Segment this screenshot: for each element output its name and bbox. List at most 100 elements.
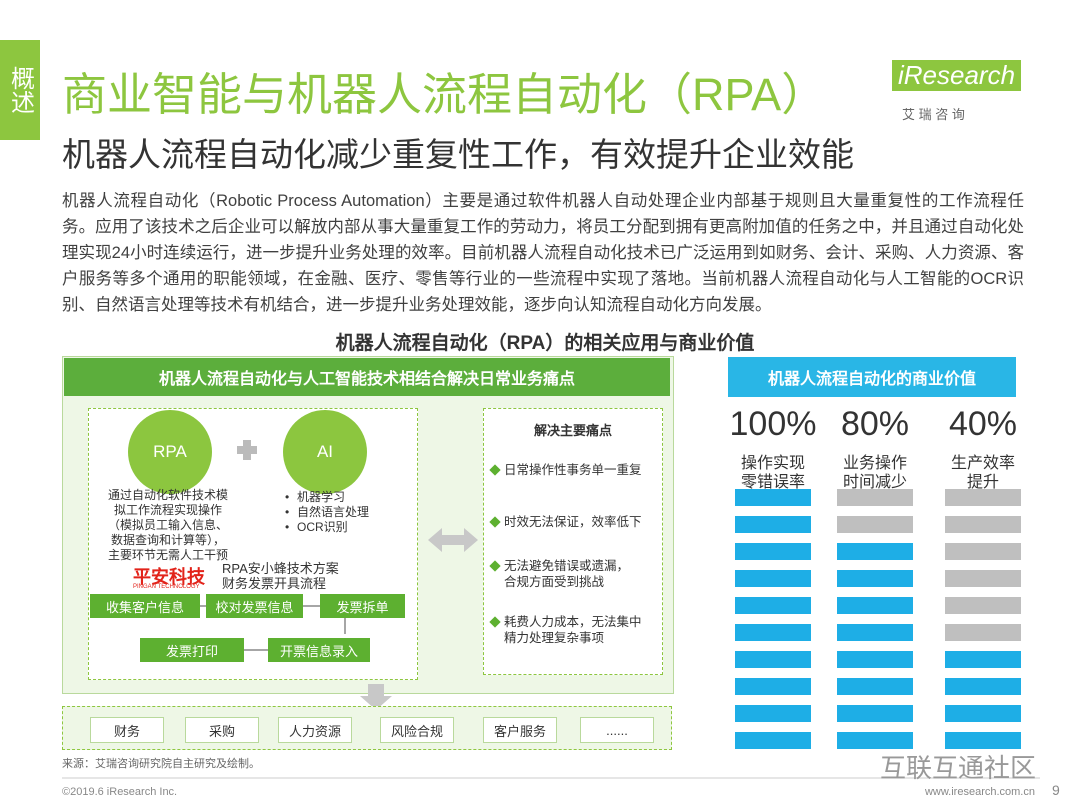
pain-line: 合规方面受到挑战: [504, 575, 605, 589]
value-segment: [837, 543, 913, 560]
flow-title-line: RPA安小蜂技术方案: [222, 561, 339, 576]
ai-circle: AI: [283, 410, 367, 494]
domain: ......: [580, 717, 654, 743]
left-header: 机器人流程自动化与人工智能技术相结合解决日常业务痛点: [64, 358, 670, 396]
company-name: 平安科技: [133, 567, 205, 587]
website: www.iresearch.com.cn: [924, 786, 1035, 798]
title: 商业智能与机器人流程自动化（RPA）: [62, 69, 827, 120]
subtitle: 机器人流程自动化减少重复性工作，有效提升企业效能: [62, 136, 854, 173]
ai-list: • 机器学习 • 自然语言处理 • OCR识别: [283, 490, 369, 535]
value-caption: 提升: [966, 474, 999, 491]
value-segment: [837, 732, 913, 749]
value-segment: [735, 705, 811, 722]
bullet: •: [285, 505, 290, 519]
rpa-description: 通过自动化软件技术模 拟工作流程实现操作 （模拟员工输入信息、 数据查询和计算等），主…: [98, 488, 238, 563]
value-segment: [735, 516, 811, 533]
pain-item: 耗费人力成本，无法集中 精力处理复杂事项: [489, 614, 676, 646]
value-caption: 操作实现: [740, 455, 805, 472]
pain-line: 时效无法保证，效率低下: [504, 515, 642, 529]
value-segment: [945, 516, 1021, 533]
pain-item: 无法避免错误或遗漏， 合规方面受到挑战: [489, 558, 676, 590]
pain-line: 日常操作性事务单一重复: [504, 463, 642, 477]
pain-title: 解决主要痛点: [533, 423, 612, 438]
domain: 风险合规: [380, 717, 454, 743]
value-label: 80%: [840, 405, 910, 443]
value-segment: [837, 705, 913, 722]
rpa-line: 通过自动化软件技术模: [107, 488, 228, 502]
domain: 采购: [185, 717, 259, 743]
diamond: [489, 516, 501, 528]
value-label: 40%: [948, 405, 1018, 443]
value-segment: [945, 732, 1021, 749]
side-tab: 概述: [0, 40, 40, 140]
value-segment: [735, 489, 811, 506]
logo-brand: iResearch: [892, 60, 1022, 91]
value-segment: [945, 651, 1021, 668]
value-segment: [837, 489, 913, 506]
double-arrow: [428, 528, 478, 552]
flow-step: 发票打印: [140, 638, 244, 662]
value-segment: [837, 624, 913, 641]
pain-line: 耗费人力成本，无法集中: [504, 615, 642, 629]
pain-item: 日常操作性事务单一重复: [489, 462, 676, 478]
plus: [237, 440, 257, 460]
value-segment: [735, 597, 811, 614]
flow-step: 校对发票信息: [206, 594, 303, 618]
value-segment: [735, 543, 811, 560]
value-segment: [837, 516, 913, 533]
value-segment: [945, 597, 1021, 614]
flow-title-line: 财务发票开具流程: [222, 576, 327, 591]
value-segment: [837, 597, 913, 614]
flow-step: 开票信息录入: [268, 638, 370, 662]
logo-sub: 艾 瑞 咨 询: [902, 107, 965, 122]
rpa-line: （模拟员工输入信息、: [107, 518, 228, 532]
copyright: ©2019.6 iResearch Inc.: [62, 786, 178, 798]
value-segment: [735, 678, 811, 695]
value-segment: [837, 678, 913, 695]
value-segment: [735, 732, 811, 749]
diamond: [489, 464, 501, 476]
value-segment: [837, 570, 913, 587]
value-label: 100%: [729, 405, 817, 443]
source: 来源：艾瑞咨询研究院自主研究及绘制。: [62, 758, 260, 770]
figure-title: 机器人流程自动化（RPA）的相关应用与商业价值: [335, 333, 755, 354]
value-segment: [945, 543, 1021, 560]
bullet: •: [285, 520, 290, 534]
value-caption: 零错误率: [740, 474, 805, 491]
ai-item: • 机器学习: [285, 490, 346, 504]
value-caption: 时间减少: [842, 474, 907, 491]
ai-item: • OCR识别: [285, 520, 348, 534]
flow-arrows: [200, 605, 346, 651]
ai-item: • 自然语言处理: [285, 505, 370, 519]
rpa-circle: RPA: [128, 410, 212, 494]
flow-step: 发票拆单: [320, 594, 405, 618]
diamond: [489, 560, 501, 572]
domain: 客户服务: [483, 717, 557, 743]
value-segment: [945, 489, 1021, 506]
value-segment: [945, 678, 1021, 695]
company-en: PINGAN TECHNOLOGY: [133, 584, 200, 590]
value-segment: [945, 624, 1021, 641]
right-header: 机器人流程自动化的商业价值: [728, 357, 1016, 397]
value-segment: [735, 624, 811, 641]
value-caption: 生产效率: [950, 455, 1015, 472]
value-caption: 业务操作: [842, 455, 907, 472]
diamond: [489, 616, 501, 628]
pain-line: 精力处理复杂事项: [504, 631, 605, 645]
down-arrow: [360, 684, 392, 710]
page-number: 9: [1052, 782, 1060, 798]
domain: 人力资源: [278, 717, 352, 743]
watermark: 互联互通社区: [880, 753, 1037, 783]
value-segment: [945, 705, 1021, 722]
rpa-line: 拟工作流程实现操作: [113, 503, 222, 517]
body-text: 机器人流程自动化（Robotic Process Automation）主要是通…: [62, 192, 1024, 314]
value-segment: [735, 570, 811, 587]
rpa-line: 主要环节无需人工干预: [107, 548, 228, 562]
pain-item: 时效无法保证，效率低下: [489, 514, 676, 530]
value-segment: [735, 651, 811, 668]
bullet: •: [285, 490, 290, 504]
domain: 财务: [90, 717, 164, 743]
flow-title: RPA安小蜂技术方案 财务发票开具流程: [222, 561, 339, 591]
